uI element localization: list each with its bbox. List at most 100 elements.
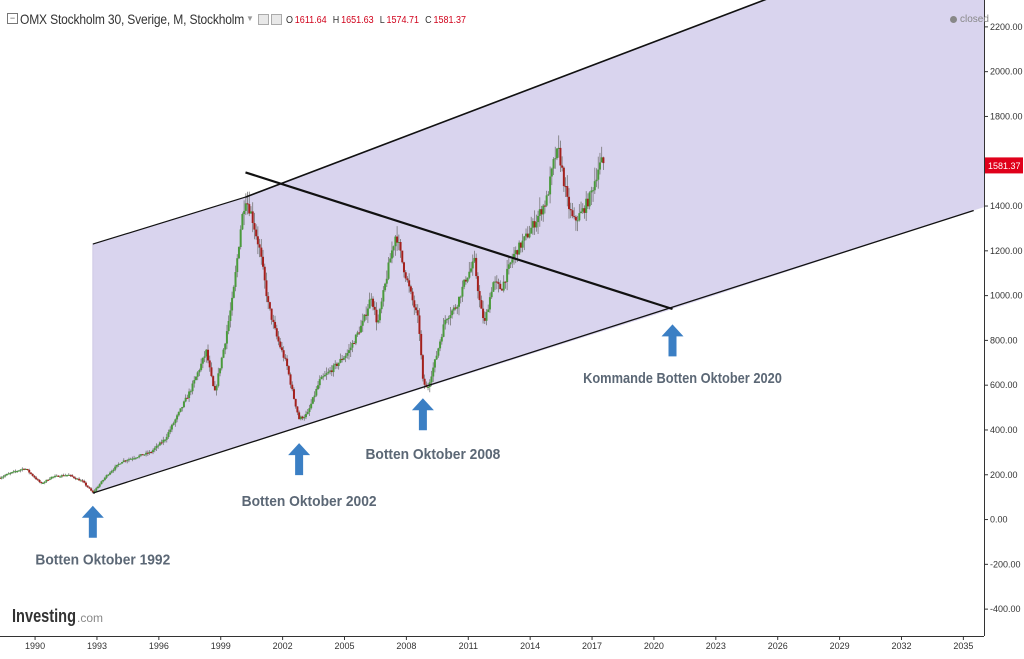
y-axis-bg [984,0,1024,654]
candle-body [47,479,50,481]
candle-body [452,307,455,311]
x-tick-label: 2011 [459,641,478,651]
candle-body [212,376,215,387]
candle-body [148,451,151,454]
candle-body [392,246,395,251]
market-status: closed [950,14,989,25]
candle-body [246,203,249,205]
x-tick-label: 2020 [644,641,664,651]
candle-body [287,366,290,375]
candle-body [325,373,328,375]
candle-body [227,321,230,332]
candle-body [72,476,75,478]
candle-body [48,478,51,480]
candle-body [421,355,424,379]
candle-body [102,479,105,482]
candle-body [576,220,579,222]
candle-body [177,411,180,416]
y-tick-label: 2200.00 [990,22,1023,32]
candle-body [160,442,163,444]
candle-body [488,297,491,310]
y-tick-label: 800.00 [990,335,1018,345]
x-tick-label: 2014 [520,641,540,651]
price-channel [92,0,984,494]
y-tick-label: 1800.00 [990,111,1023,121]
candle-body [320,376,323,380]
candle-body [568,196,571,210]
candle-body [38,479,41,483]
candle-body [492,282,495,292]
arrow-up-icon [288,443,311,476]
candle-body [413,300,416,308]
candle-body [401,250,404,263]
candle-body [377,320,380,323]
candle-body [526,233,529,238]
candle-body [217,373,220,386]
candle-body [84,482,87,486]
candle-body [497,282,500,284]
settings-icon[interactable] [258,14,269,25]
descending-trendline [245,171,673,311]
candle-body [272,319,275,322]
candle-body [169,429,172,433]
candle-body [184,397,187,402]
candle-body [145,452,148,455]
candle-body [114,466,117,470]
candle-body [95,488,98,491]
candle-body [583,208,586,213]
candle-body [0,477,1,479]
candle-body [304,414,307,418]
candle-body [456,306,459,309]
candle-body [464,279,467,282]
candle-body [468,271,471,278]
candle-body [150,451,153,453]
candle-body [21,468,24,470]
candle-body [17,470,20,472]
candle-body [561,165,564,168]
candle-body [514,250,517,254]
candle-body [351,343,354,348]
source-icon[interactable] [271,14,282,25]
candle-body [402,262,405,273]
candle-body [382,290,385,302]
x-tick-label: 2002 [273,641,293,651]
x-tick-label: 1990 [25,641,45,651]
candle-body [342,357,345,360]
candle-body [141,454,144,456]
candle-body [165,436,168,440]
candle-body [9,472,12,474]
candle-body [399,241,402,251]
candle-body [208,360,211,368]
candle-body [408,280,411,287]
candle-body [430,376,433,383]
high-value: 1651.63 [341,15,374,26]
candle-body [115,464,118,467]
y-tick-label: 1400.00 [990,201,1023,211]
chevron-down-icon[interactable]: ▼ [246,14,254,23]
candle-body [260,247,263,257]
collapse-toggle-icon[interactable]: − [7,13,18,24]
candle-body [64,475,67,477]
candle-body [459,296,462,298]
candle-body [179,408,182,412]
candle-body [119,463,122,465]
candle-body [110,471,113,473]
candle-body [270,308,273,320]
x-tick-label: 2035 [953,641,973,651]
arrow-up-icon [661,324,684,357]
candle-body [188,391,191,399]
candle-body [76,478,79,480]
candle-body [275,328,278,337]
candle-body [368,299,371,309]
investing-logo: Investing .com [12,606,103,626]
candle-body [35,477,38,480]
candle-body [442,324,445,337]
candle-body [74,477,77,479]
candle-body [207,349,210,361]
x-axis-bg [0,636,1024,654]
x-tick-label: 2017 [582,641,602,651]
candle-body [201,357,204,364]
candle-body [406,278,409,281]
candle-body [315,388,318,396]
